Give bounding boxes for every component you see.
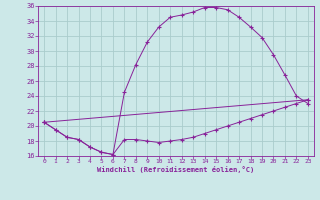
X-axis label: Windchill (Refroidissement éolien,°C): Windchill (Refroidissement éolien,°C) xyxy=(97,166,255,173)
